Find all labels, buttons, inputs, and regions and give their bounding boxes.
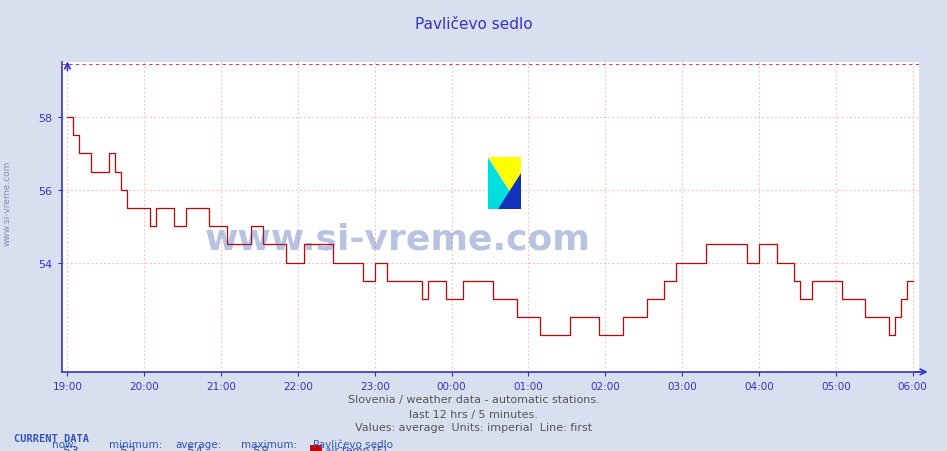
Text: 58: 58 bbox=[253, 444, 269, 451]
Polygon shape bbox=[488, 158, 521, 210]
Text: Pavličevo sedlo: Pavličevo sedlo bbox=[415, 17, 532, 32]
Text: www.si-vreme.com: www.si-vreme.com bbox=[205, 222, 591, 256]
Text: maximum:: maximum: bbox=[241, 439, 297, 449]
Text: air temp.[F]: air temp.[F] bbox=[325, 445, 386, 451]
Text: 52: 52 bbox=[120, 444, 136, 451]
Text: 53: 53 bbox=[63, 444, 80, 451]
Polygon shape bbox=[498, 173, 521, 210]
Text: Pavličevo sedlo: Pavličevo sedlo bbox=[313, 439, 392, 449]
Text: 54: 54 bbox=[187, 444, 203, 451]
Text: average:: average: bbox=[175, 439, 222, 449]
Text: now:: now: bbox=[52, 439, 77, 449]
Text: last 12 hrs / 5 minutes.: last 12 hrs / 5 minutes. bbox=[409, 409, 538, 419]
Text: Slovenia / weather data - automatic stations.: Slovenia / weather data - automatic stat… bbox=[348, 394, 599, 404]
Polygon shape bbox=[488, 158, 521, 210]
Text: Values: average  Units: imperial  Line: first: Values: average Units: imperial Line: fi… bbox=[355, 423, 592, 433]
Text: minimum:: minimum: bbox=[109, 439, 162, 449]
Text: www.si-vreme.com: www.si-vreme.com bbox=[3, 161, 12, 245]
Text: CURRENT DATA: CURRENT DATA bbox=[14, 433, 89, 443]
